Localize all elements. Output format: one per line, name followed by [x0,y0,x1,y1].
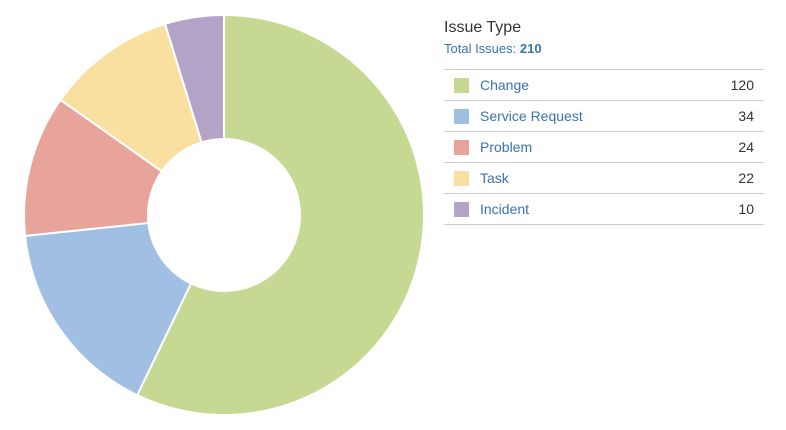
legend-swatch-incident [454,201,469,217]
slice-change[interactable] [136,14,425,416]
legend-swatch-task [454,170,469,186]
donut-chart [23,14,425,416]
legend-count-service-request: 34 [738,108,754,124]
legend-row-problem: Problem 24 [444,132,764,163]
slice-incident[interactable] [164,14,225,144]
legend-row-change: Change 120 [444,70,764,101]
legend-count-incident: 10 [738,201,754,217]
legend-count-task: 22 [738,170,754,186]
total-issues-label: Total Issues: [444,41,517,56]
legend-row-incident: Incident 10 [444,194,764,225]
slice-task[interactable] [59,22,203,173]
slice-service-request[interactable] [24,221,193,397]
legend-swatch-service-request [454,108,469,124]
legend-title: Issue Type [444,19,522,36]
legend-row-task: Task 22 [444,163,764,194]
legend-panel: Issue Type Total Issues: 210 Change 120 … [444,18,764,225]
legend-label-task[interactable]: Task [480,170,509,186]
legend-label-service-request[interactable]: Service Request [480,108,583,124]
legend-label-change[interactable]: Change [480,77,530,93]
legend-count-problem: 24 [738,139,754,155]
legend-count-change: 120 [730,77,754,93]
legend-row-service-request: Service Request 34 [444,101,764,132]
slice-problem[interactable] [23,98,163,237]
legend-swatch-change [454,77,469,93]
total-issues: Total Issues: 210 [444,41,764,57]
legend-label-incident[interactable]: Incident [480,201,530,217]
legend-swatch-problem [454,139,469,155]
legend-label-problem[interactable]: Problem [480,139,533,155]
legend-table: Change 120 Service Request 34 Problem 24… [444,69,764,225]
total-issues-value: 210 [519,41,542,56]
